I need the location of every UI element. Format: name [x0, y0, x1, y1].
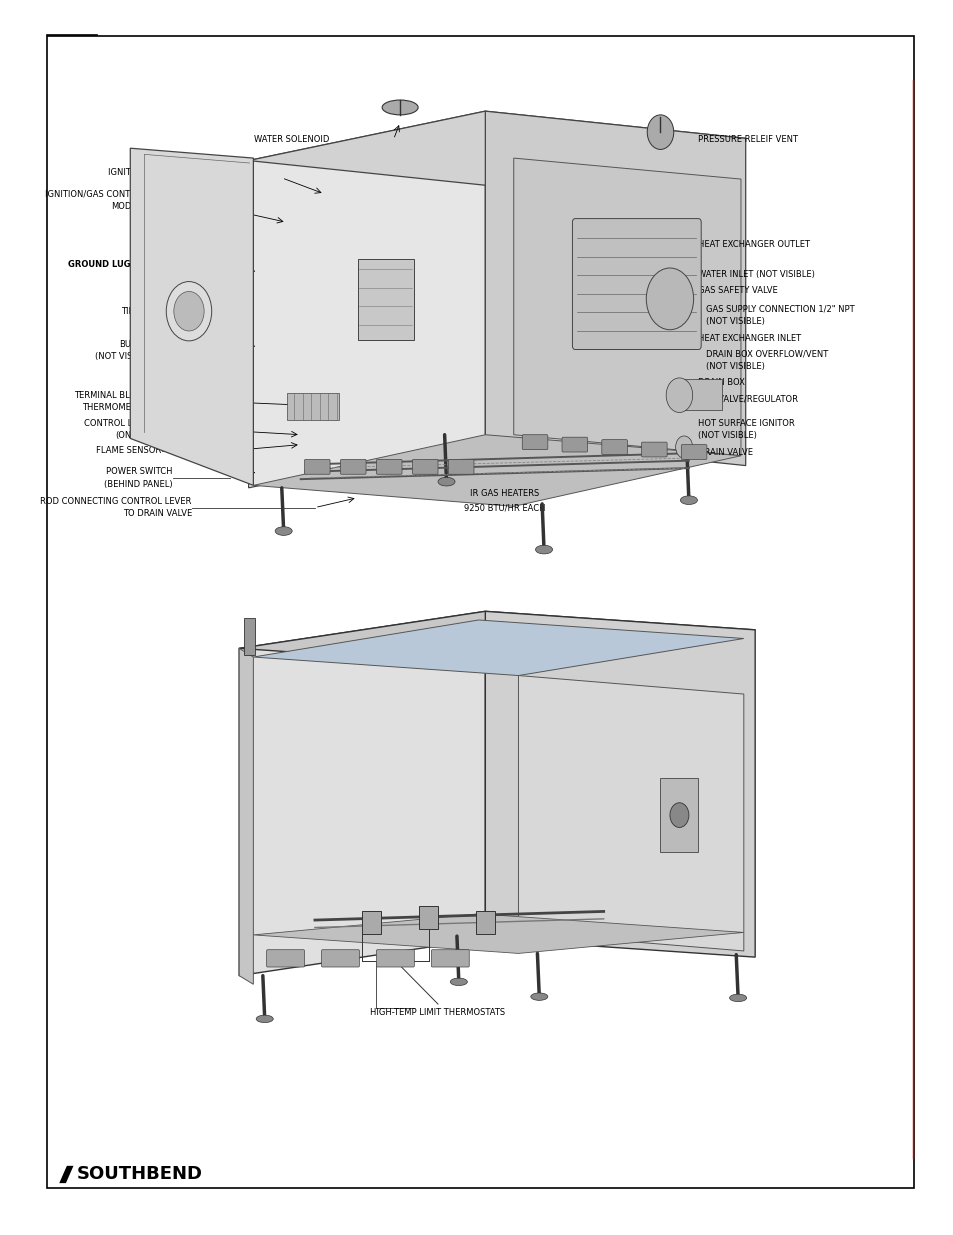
- Text: GAS SUPPLY CONNECTION 1/2" NPT: GAS SUPPLY CONNECTION 1/2" NPT: [705, 304, 854, 314]
- Text: PRESSURE RELEIF VENT: PRESSURE RELEIF VENT: [698, 135, 798, 144]
- Polygon shape: [514, 158, 740, 456]
- FancyBboxPatch shape: [640, 442, 666, 457]
- Ellipse shape: [437, 478, 455, 485]
- Text: (NOT VISIBLE): (NOT VISIBLE): [705, 362, 764, 372]
- Text: TIMER: TIMER: [121, 306, 147, 316]
- Ellipse shape: [530, 993, 547, 1000]
- Ellipse shape: [382, 100, 417, 115]
- Bar: [476, 911, 495, 934]
- Text: 9250 BTU/HR EACH: 9250 BTU/HR EACH: [463, 503, 544, 513]
- Ellipse shape: [256, 1015, 273, 1023]
- Text: THERMOMETER: THERMOMETER: [82, 403, 147, 412]
- Polygon shape: [59, 1166, 73, 1183]
- Text: HEAT EXCHANGER INLET: HEAT EXCHANGER INLET: [698, 333, 801, 343]
- Polygon shape: [249, 111, 745, 188]
- Text: IGNITION/GAS CONTROL: IGNITION/GAS CONTROL: [109, 167, 211, 177]
- FancyBboxPatch shape: [431, 950, 469, 967]
- Polygon shape: [253, 620, 743, 676]
- FancyBboxPatch shape: [561, 437, 587, 452]
- Bar: [357, 259, 414, 340]
- Text: DRAIN BOX: DRAIN BOX: [698, 378, 744, 388]
- Ellipse shape: [450, 978, 467, 986]
- Text: POWER SWITCH: POWER SWITCH: [107, 467, 172, 477]
- Text: (BEHIND PANEL): (BEHIND PANEL): [104, 479, 172, 489]
- FancyBboxPatch shape: [601, 440, 627, 454]
- Text: TO DRAIN VALVE: TO DRAIN VALVE: [122, 509, 192, 519]
- FancyBboxPatch shape: [680, 445, 706, 459]
- Polygon shape: [517, 676, 743, 951]
- Text: (NOT VISIBLE): (NOT VISIBLE): [705, 316, 764, 326]
- Polygon shape: [485, 111, 745, 466]
- Polygon shape: [249, 111, 485, 488]
- Polygon shape: [239, 611, 755, 667]
- Text: DRAIN BOX OVERFLOW/VENT: DRAIN BOX OVERFLOW/VENT: [705, 350, 827, 359]
- Text: HEAT EXCHANGER OUTLET: HEAT EXCHANGER OUTLET: [698, 240, 809, 249]
- Text: WATER SOLENOID: WATER SOLENOID: [253, 135, 329, 144]
- Text: CONTROL LEVER: CONTROL LEVER: [84, 419, 153, 429]
- Circle shape: [669, 803, 688, 827]
- Circle shape: [645, 268, 693, 330]
- FancyBboxPatch shape: [304, 459, 330, 474]
- Text: HIGH-TEMP LIMIT THERMOSTATS: HIGH-TEMP LIMIT THERMOSTATS: [370, 1008, 505, 1018]
- Bar: [674, 379, 721, 410]
- Text: IR GAS HEATERS: IR GAS HEATERS: [469, 489, 538, 499]
- Circle shape: [166, 282, 212, 341]
- Bar: [244, 618, 255, 655]
- Polygon shape: [239, 611, 485, 976]
- Text: BUZZER: BUZZER: [119, 340, 153, 350]
- Text: GAS SAFETY VALVE: GAS SAFETY VALVE: [698, 285, 778, 295]
- Text: HOT SURFACE IGNITOR: HOT SURFACE IGNITOR: [698, 419, 794, 429]
- Polygon shape: [253, 435, 740, 506]
- FancyBboxPatch shape: [521, 435, 547, 450]
- Ellipse shape: [535, 546, 552, 553]
- Polygon shape: [485, 611, 755, 957]
- Text: FLAME SENSOR: FLAME SENSOR: [96, 446, 161, 456]
- Polygon shape: [131, 148, 253, 485]
- Text: GAS VALVE/REGULATOR: GAS VALVE/REGULATOR: [698, 394, 798, 404]
- Text: TERMINAL BLOCK: TERMINAL BLOCK: [73, 390, 147, 400]
- FancyBboxPatch shape: [266, 950, 304, 967]
- Ellipse shape: [679, 496, 697, 505]
- Bar: [362, 911, 381, 934]
- Text: TRANSFORMER: TRANSFORMER: [147, 179, 211, 189]
- Text: GROUND LUG: GROUND LUG: [68, 259, 131, 269]
- FancyBboxPatch shape: [448, 459, 474, 474]
- Text: SOUTHBEND: SOUTHBEND: [76, 1166, 202, 1183]
- Circle shape: [665, 378, 692, 412]
- Ellipse shape: [729, 994, 746, 1002]
- FancyBboxPatch shape: [340, 459, 366, 474]
- Text: MODULE: MODULE: [111, 201, 147, 211]
- FancyBboxPatch shape: [376, 459, 401, 474]
- Polygon shape: [239, 648, 253, 984]
- FancyBboxPatch shape: [376, 950, 414, 967]
- Bar: [659, 778, 698, 852]
- Text: DRAIN VALVE: DRAIN VALVE: [698, 447, 753, 457]
- Text: (NOT VISIBLE): (NOT VISIBLE): [698, 431, 757, 441]
- Text: ROD CONNECTING CONTROL LEVER: ROD CONNECTING CONTROL LEVER: [40, 496, 192, 506]
- Circle shape: [173, 291, 204, 331]
- Text: (NOT VISIBLE): (NOT VISIBLE): [95, 352, 153, 362]
- Bar: [418, 906, 437, 929]
- FancyBboxPatch shape: [572, 219, 700, 350]
- Polygon shape: [253, 914, 743, 953]
- Text: IGNITION/GAS CONTROL: IGNITION/GAS CONTROL: [45, 189, 147, 199]
- Circle shape: [646, 115, 673, 149]
- Text: (ON/OFF): (ON/OFF): [115, 431, 153, 441]
- Bar: [286, 393, 338, 420]
- FancyBboxPatch shape: [321, 950, 359, 967]
- Circle shape: [675, 436, 692, 458]
- Ellipse shape: [274, 527, 292, 536]
- FancyBboxPatch shape: [412, 459, 437, 474]
- Text: WATER INLET (NOT VISIBLE): WATER INLET (NOT VISIBLE): [698, 269, 815, 279]
